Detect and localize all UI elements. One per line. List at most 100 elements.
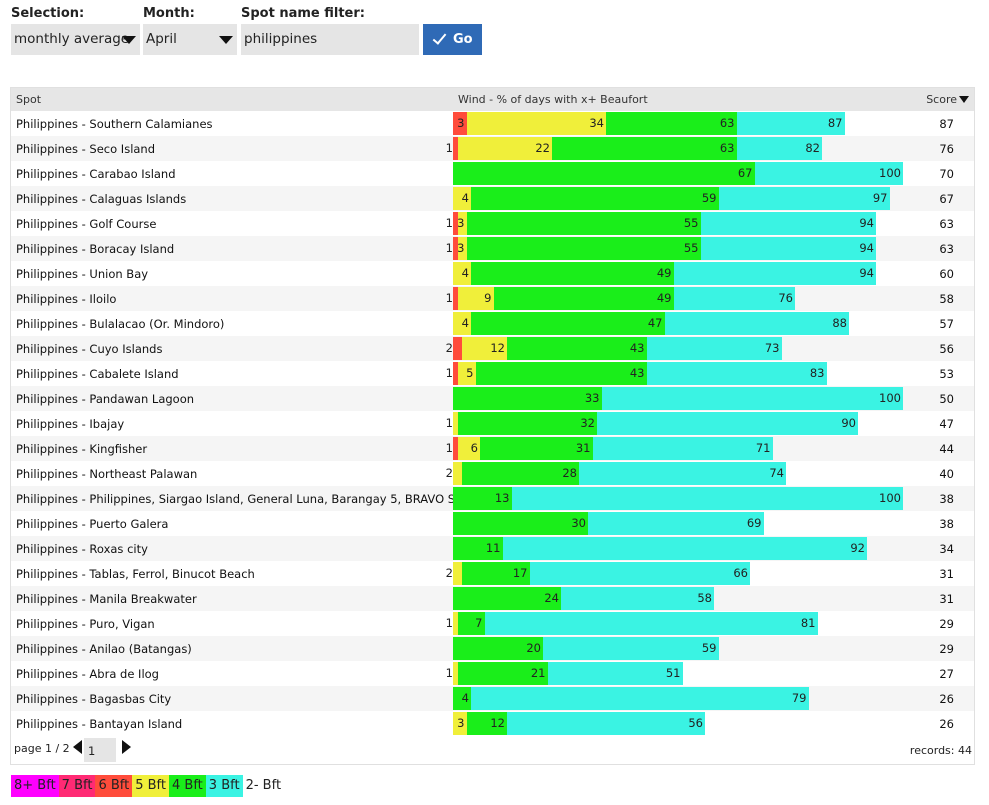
spot-name[interactable]: Philippines - Pandawan Lagoon [16, 392, 195, 406]
spot-name[interactable]: Philippines - Philippines, Siargao Islan… [16, 492, 500, 506]
spot-name[interactable]: Philippines - Iloilo [16, 292, 117, 306]
spot-name[interactable]: Philippines - Northeast Palawan [16, 467, 198, 481]
spot-name[interactable]: Philippines - Union Bay [16, 267, 149, 281]
wind-bar: 100 33 [453, 386, 913, 411]
selection-select[interactable]: monthly average [11, 24, 140, 55]
table-row[interactable]: Philippines - Bulalacao (Or. Mindoro) 88 4… [11, 311, 974, 336]
wind-bar: 82 63 22 1 [446, 136, 913, 161]
score-value: 53 [939, 367, 954, 381]
column-header-spot[interactable]: Spot [16, 93, 42, 106]
spot-name[interactable]: Philippines - Seco Island [16, 142, 156, 156]
bar-5bft: 6 [453, 437, 480, 460]
bar-5bft: 1 [446, 612, 458, 635]
table-row[interactable]: Philippines - Roxas city 92 11 34 [11, 536, 974, 561]
table-row[interactable]: Philippines - Boracay Island 94 55 3 1 63 [11, 236, 974, 261]
spot-name[interactable]: Philippines - Roxas city [16, 542, 148, 556]
score-value: 50 [939, 392, 954, 406]
table-row[interactable]: Philippines - Union Bay 94 49 4 60 [11, 261, 974, 286]
bar-3bft-label: 81 [800, 616, 816, 630]
column-header-score[interactable]: Score [926, 93, 969, 106]
bar-3bft-label: 90 [841, 416, 856, 430]
spot-name[interactable]: Philippines - Anilao (Batangas) [16, 642, 192, 656]
table-row[interactable]: Philippines - Iloilo 76 49 9 1 58 [11, 286, 974, 311]
page-number-input[interactable]: 1 [84, 738, 116, 762]
bar-5bft: 4 [453, 187, 471, 210]
table-row[interactable]: Philippines - Calaguas Islands 97 59 4 67 [11, 186, 974, 211]
bar-4bft: 49 [453, 262, 674, 285]
spot-name[interactable]: Philippines - Cuyo Islands [16, 342, 163, 356]
filter-label: Spot name filter: [241, 6, 365, 21]
table-row[interactable]: Philippines - Cabalete Island 83 43 5 1 53 [11, 361, 974, 386]
table-row[interactable]: Philippines - Cuyo Islands 73 43 12 2 56 [11, 336, 974, 361]
spot-name[interactable]: Philippines - Abra de Ilog [16, 667, 159, 681]
bar-4bft: 11 [453, 537, 503, 560]
table-row[interactable]: Philippines - Ibajay 90 32 1 47 [11, 411, 974, 436]
table-row[interactable]: Philippines - Kingfisher 71 31 6 1 44 [11, 436, 974, 461]
month-select[interactable]: April [143, 24, 237, 55]
table-row[interactable]: Philippines - Carabao Island 100 67 70 [11, 161, 974, 186]
bar-5bft-label: 22 [535, 141, 550, 155]
table-row[interactable]: Philippines - Northeast Palawan 74 28 2 40 [11, 461, 974, 486]
spot-name[interactable]: Philippines - Ibajay [16, 417, 125, 431]
bar-5bft: 3 [453, 712, 467, 735]
bar-4bft-label: 49 [656, 291, 672, 305]
legend-3bft: 3 Bft [205, 775, 243, 797]
bar-3bft-label: 97 [872, 191, 888, 205]
spot-name[interactable]: Philippines - Cabalete Island [16, 367, 179, 381]
bar-3bft-label: 83 [809, 366, 825, 380]
spot-name[interactable]: Philippines - Calaguas Islands [16, 192, 187, 206]
spot-name-filter-input[interactable] [241, 24, 419, 55]
spot-name[interactable]: Philippines - Tablas, Ferrol, Binucot Be… [16, 567, 255, 581]
spot-name[interactable]: Philippines - Boracay Island [16, 242, 175, 256]
legend-5bft: 5 Bft [132, 775, 170, 797]
table-row[interactable]: Philippines - Golf Course 94 55 3 1 63 [11, 211, 974, 236]
table-row[interactable]: Philippines - Manila Breakwater 58 24 31 [11, 586, 974, 611]
bar-4bft: 32 [453, 412, 597, 435]
table-row[interactable]: Philippines - Anilao (Batangas) 59 20 29 [11, 636, 974, 661]
bar-6bft: 2 [446, 337, 462, 360]
page-indicator: page 1 / 2 [14, 742, 70, 755]
selection-value: monthly average [14, 31, 130, 47]
spot-name[interactable]: Philippines - Puerto Galera [16, 517, 169, 531]
spot-name[interactable]: Philippines - Carabao Island [16, 167, 176, 181]
table-row[interactable]: Philippines - Bantayan Island 56 12 3 26 [11, 711, 974, 736]
score-value: 63 [939, 217, 954, 231]
spot-name[interactable]: Philippines - Bantayan Island [16, 717, 183, 731]
score-header-label: Score [926, 93, 957, 106]
score-value: 58 [939, 292, 954, 306]
table-body: Philippines - Southern Calamianes 87 63 34 3… [11, 111, 974, 736]
spot-name[interactable]: Philippines - Puro, Vigan [16, 617, 155, 631]
records-count: records: 44 [909, 744, 972, 757]
table-row[interactable]: Philippines - Bagasbas City 79 4 26 [11, 686, 974, 711]
bar-4bft-label: 49 [656, 266, 672, 280]
table-row[interactable]: Philippines - Philippines, Siargao Islan… [11, 486, 974, 511]
table-row[interactable]: Philippines - Pandawan Lagoon 100 33 50 [11, 386, 974, 411]
table-row[interactable]: Philippines - Puro, Vigan 81 7 1 29 [11, 611, 974, 636]
bar-5bft: 9 [453, 287, 494, 310]
bar-6bft: 1 [446, 237, 458, 260]
table-row[interactable]: Philippines - Abra de Ilog 51 21 1 27 [11, 661, 974, 686]
legend-4bft: 4 Bft [169, 775, 206, 797]
table-row[interactable]: Philippines - Puerto Galera 69 30 38 [11, 511, 974, 536]
spot-name[interactable]: Philippines - Bulalacao (Or. Mindoro) [16, 317, 225, 331]
previous-page-icon[interactable] [73, 740, 82, 754]
go-button[interactable]: Go [423, 24, 482, 55]
bar-4bft-label: 63 [719, 141, 735, 155]
spot-name[interactable]: Philippines - Manila Breakwater [16, 592, 197, 606]
table-row[interactable]: Philippines - Seco Island 82 63 22 1 76 [11, 136, 974, 161]
bar-4bft-label: 47 [647, 316, 663, 330]
bar-3bft-label: 71 [755, 441, 771, 455]
spot-name[interactable]: Philippines - Bagasbas City [16, 692, 172, 706]
bar-4bft-label: 12 [490, 716, 505, 730]
bar-4bft-label: 32 [580, 416, 595, 430]
table-row[interactable]: Philippines - Southern Calamianes 87 63 34 3… [11, 111, 974, 136]
bar-3bft-label: 76 [778, 291, 793, 305]
spot-name[interactable]: Philippines - Golf Course [16, 217, 157, 231]
next-page-icon[interactable] [122, 740, 131, 754]
spot-name[interactable]: Philippines - Southern Calamianes [16, 117, 213, 131]
wind-bar: 92 11 [453, 536, 913, 561]
spot-name[interactable]: Philippines - Kingfisher [16, 442, 148, 456]
bar-3bft-label: 79 [791, 691, 807, 705]
table-row[interactable]: Philippines - Tablas, Ferrol, Binucot Be… [11, 561, 974, 586]
bar-5bft-label: 4 [461, 316, 469, 330]
